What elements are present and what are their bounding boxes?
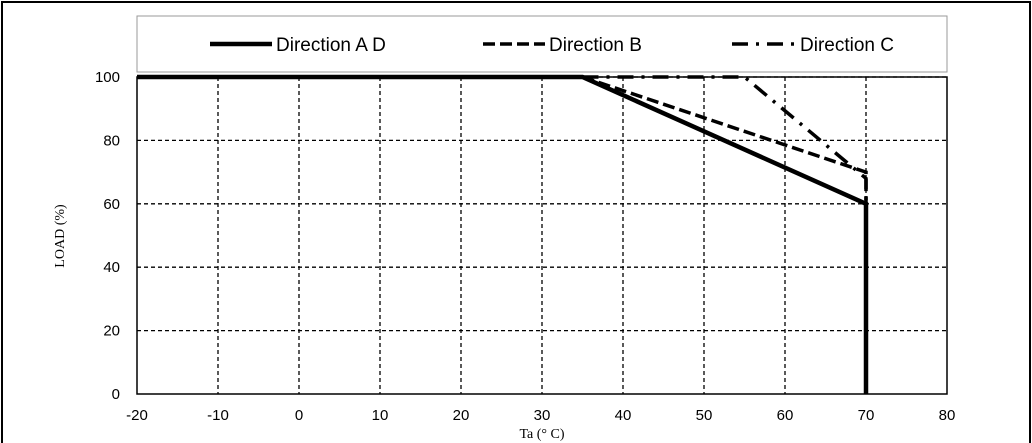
legend-label: Direction B [549,35,642,56]
y-tick-label: 60 [103,196,120,213]
series-line [581,75,868,204]
x-tick-label: 60 [777,407,794,424]
y-tick-label: 40 [103,259,120,276]
plot-area-frame [136,76,948,395]
x-tick-label: 50 [696,407,713,424]
x-tick-label: 0 [295,407,303,424]
x-tick-label: -20 [126,407,148,424]
x-tick-label: 40 [615,407,632,424]
y-axis-title: LOAD (%) [53,204,68,268]
x-tick-labels: -20 -10 0 10 20 30 40 50 60 70 80 [126,407,955,424]
x-tick-label: 70 [858,407,875,424]
series-lines [137,74,869,394]
x-axis-title: Ta (° C) [519,427,564,442]
y-tick-label: 20 [103,323,120,340]
legend-label: Direction C [800,35,894,56]
gridlines [137,76,947,394]
series-line [137,74,869,394]
x-tick-label: 20 [453,407,470,424]
legend: Direction A D Direction B Direction C [210,35,894,56]
y-tick-label: 0 [112,386,120,403]
y-tick-label: 80 [103,132,120,149]
y-tick-label: 100 [95,69,120,86]
legend-label: Direction A D [276,35,386,56]
x-tick-label: -10 [207,407,229,424]
y-tick-labels: 0 20 40 60 80 100 [95,69,120,403]
x-tick-label: 30 [534,407,551,424]
x-tick-label: 80 [939,407,956,424]
x-tick-label: 10 [372,407,389,424]
